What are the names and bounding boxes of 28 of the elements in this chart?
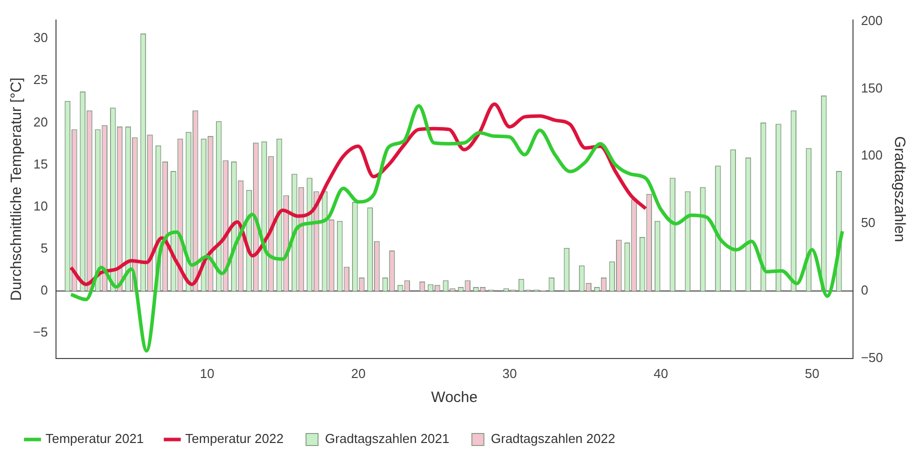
y2-tick-label: 50 xyxy=(860,215,876,230)
x-axis-title: Woche xyxy=(431,389,478,406)
x-tick-label: 30 xyxy=(502,366,517,381)
line-series xyxy=(69,104,844,353)
legend-label: Gradtagszahlen 2021 xyxy=(325,431,450,446)
y-tick-label: 5 xyxy=(40,240,48,256)
x-tick-label: 50 xyxy=(804,366,820,381)
legend-label: Gradtagszahlen 2022 xyxy=(490,431,616,446)
y2-tick-label: 0 xyxy=(860,282,868,298)
x-tick-label: 40 xyxy=(654,366,668,381)
y2-tick-label: 100 xyxy=(860,148,883,163)
y2-axis-title: Gradtagszahlen xyxy=(890,136,908,242)
y-tick-label: 20 xyxy=(33,114,48,130)
legend-label: Temperatur 2022 xyxy=(185,431,284,446)
y-tick-label: 25 xyxy=(33,72,48,88)
y-tick-label: 30 xyxy=(33,30,48,46)
y-tick-label: 10 xyxy=(33,198,48,214)
y-tick-label: 0 xyxy=(40,282,48,298)
line-series xyxy=(69,102,648,286)
y2-tick-label: 200 xyxy=(860,12,883,28)
y-tick-label: 15 xyxy=(33,156,48,172)
x-tick-label: 20 xyxy=(351,366,366,381)
y-axis-title: Durchschnittliche Temperatur [°C] xyxy=(8,78,26,301)
x-tick-label: 10 xyxy=(200,366,214,381)
y-tick-label: −5 xyxy=(32,324,48,340)
y2-tick-label: 150 xyxy=(860,80,883,96)
y2-tick-label: −50 xyxy=(860,350,884,365)
legend-label: Temperatur 2021 xyxy=(46,431,144,446)
